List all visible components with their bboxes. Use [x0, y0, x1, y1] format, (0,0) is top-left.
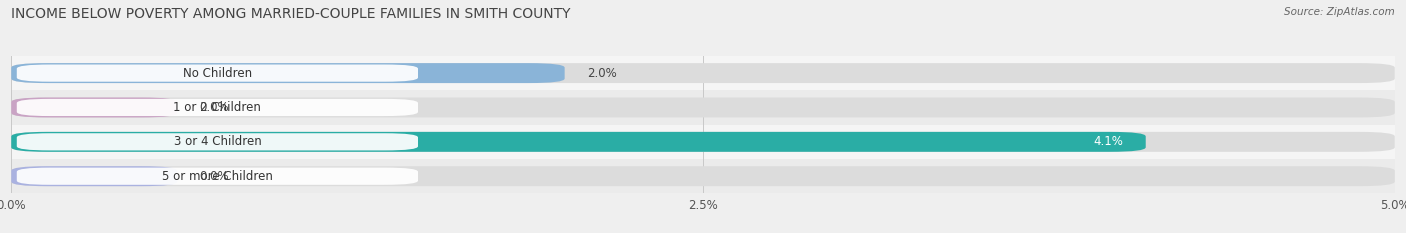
Text: Source: ZipAtlas.com: Source: ZipAtlas.com [1284, 7, 1395, 17]
Text: 5 or more Children: 5 or more Children [162, 170, 273, 183]
Text: 3 or 4 Children: 3 or 4 Children [173, 135, 262, 148]
FancyBboxPatch shape [11, 63, 1395, 83]
Text: 0.0%: 0.0% [200, 101, 229, 114]
FancyBboxPatch shape [17, 65, 418, 82]
Text: 0.0%: 0.0% [200, 170, 229, 183]
Text: 2.0%: 2.0% [586, 67, 617, 80]
FancyBboxPatch shape [17, 133, 418, 151]
Text: 1 or 2 Children: 1 or 2 Children [173, 101, 262, 114]
FancyBboxPatch shape [11, 97, 177, 117]
Text: INCOME BELOW POVERTY AMONG MARRIED-COUPLE FAMILIES IN SMITH COUNTY: INCOME BELOW POVERTY AMONG MARRIED-COUPL… [11, 7, 571, 21]
Bar [11, 159, 1395, 193]
Text: 4.1%: 4.1% [1094, 135, 1123, 148]
FancyBboxPatch shape [11, 97, 1395, 117]
FancyBboxPatch shape [11, 63, 565, 83]
FancyBboxPatch shape [17, 168, 418, 185]
Bar [11, 56, 1395, 90]
Bar [11, 125, 1395, 159]
FancyBboxPatch shape [11, 166, 1395, 186]
FancyBboxPatch shape [17, 99, 418, 116]
FancyBboxPatch shape [11, 132, 1146, 152]
FancyBboxPatch shape [11, 166, 177, 186]
FancyBboxPatch shape [11, 132, 1395, 152]
Text: No Children: No Children [183, 67, 252, 80]
Bar [11, 90, 1395, 125]
